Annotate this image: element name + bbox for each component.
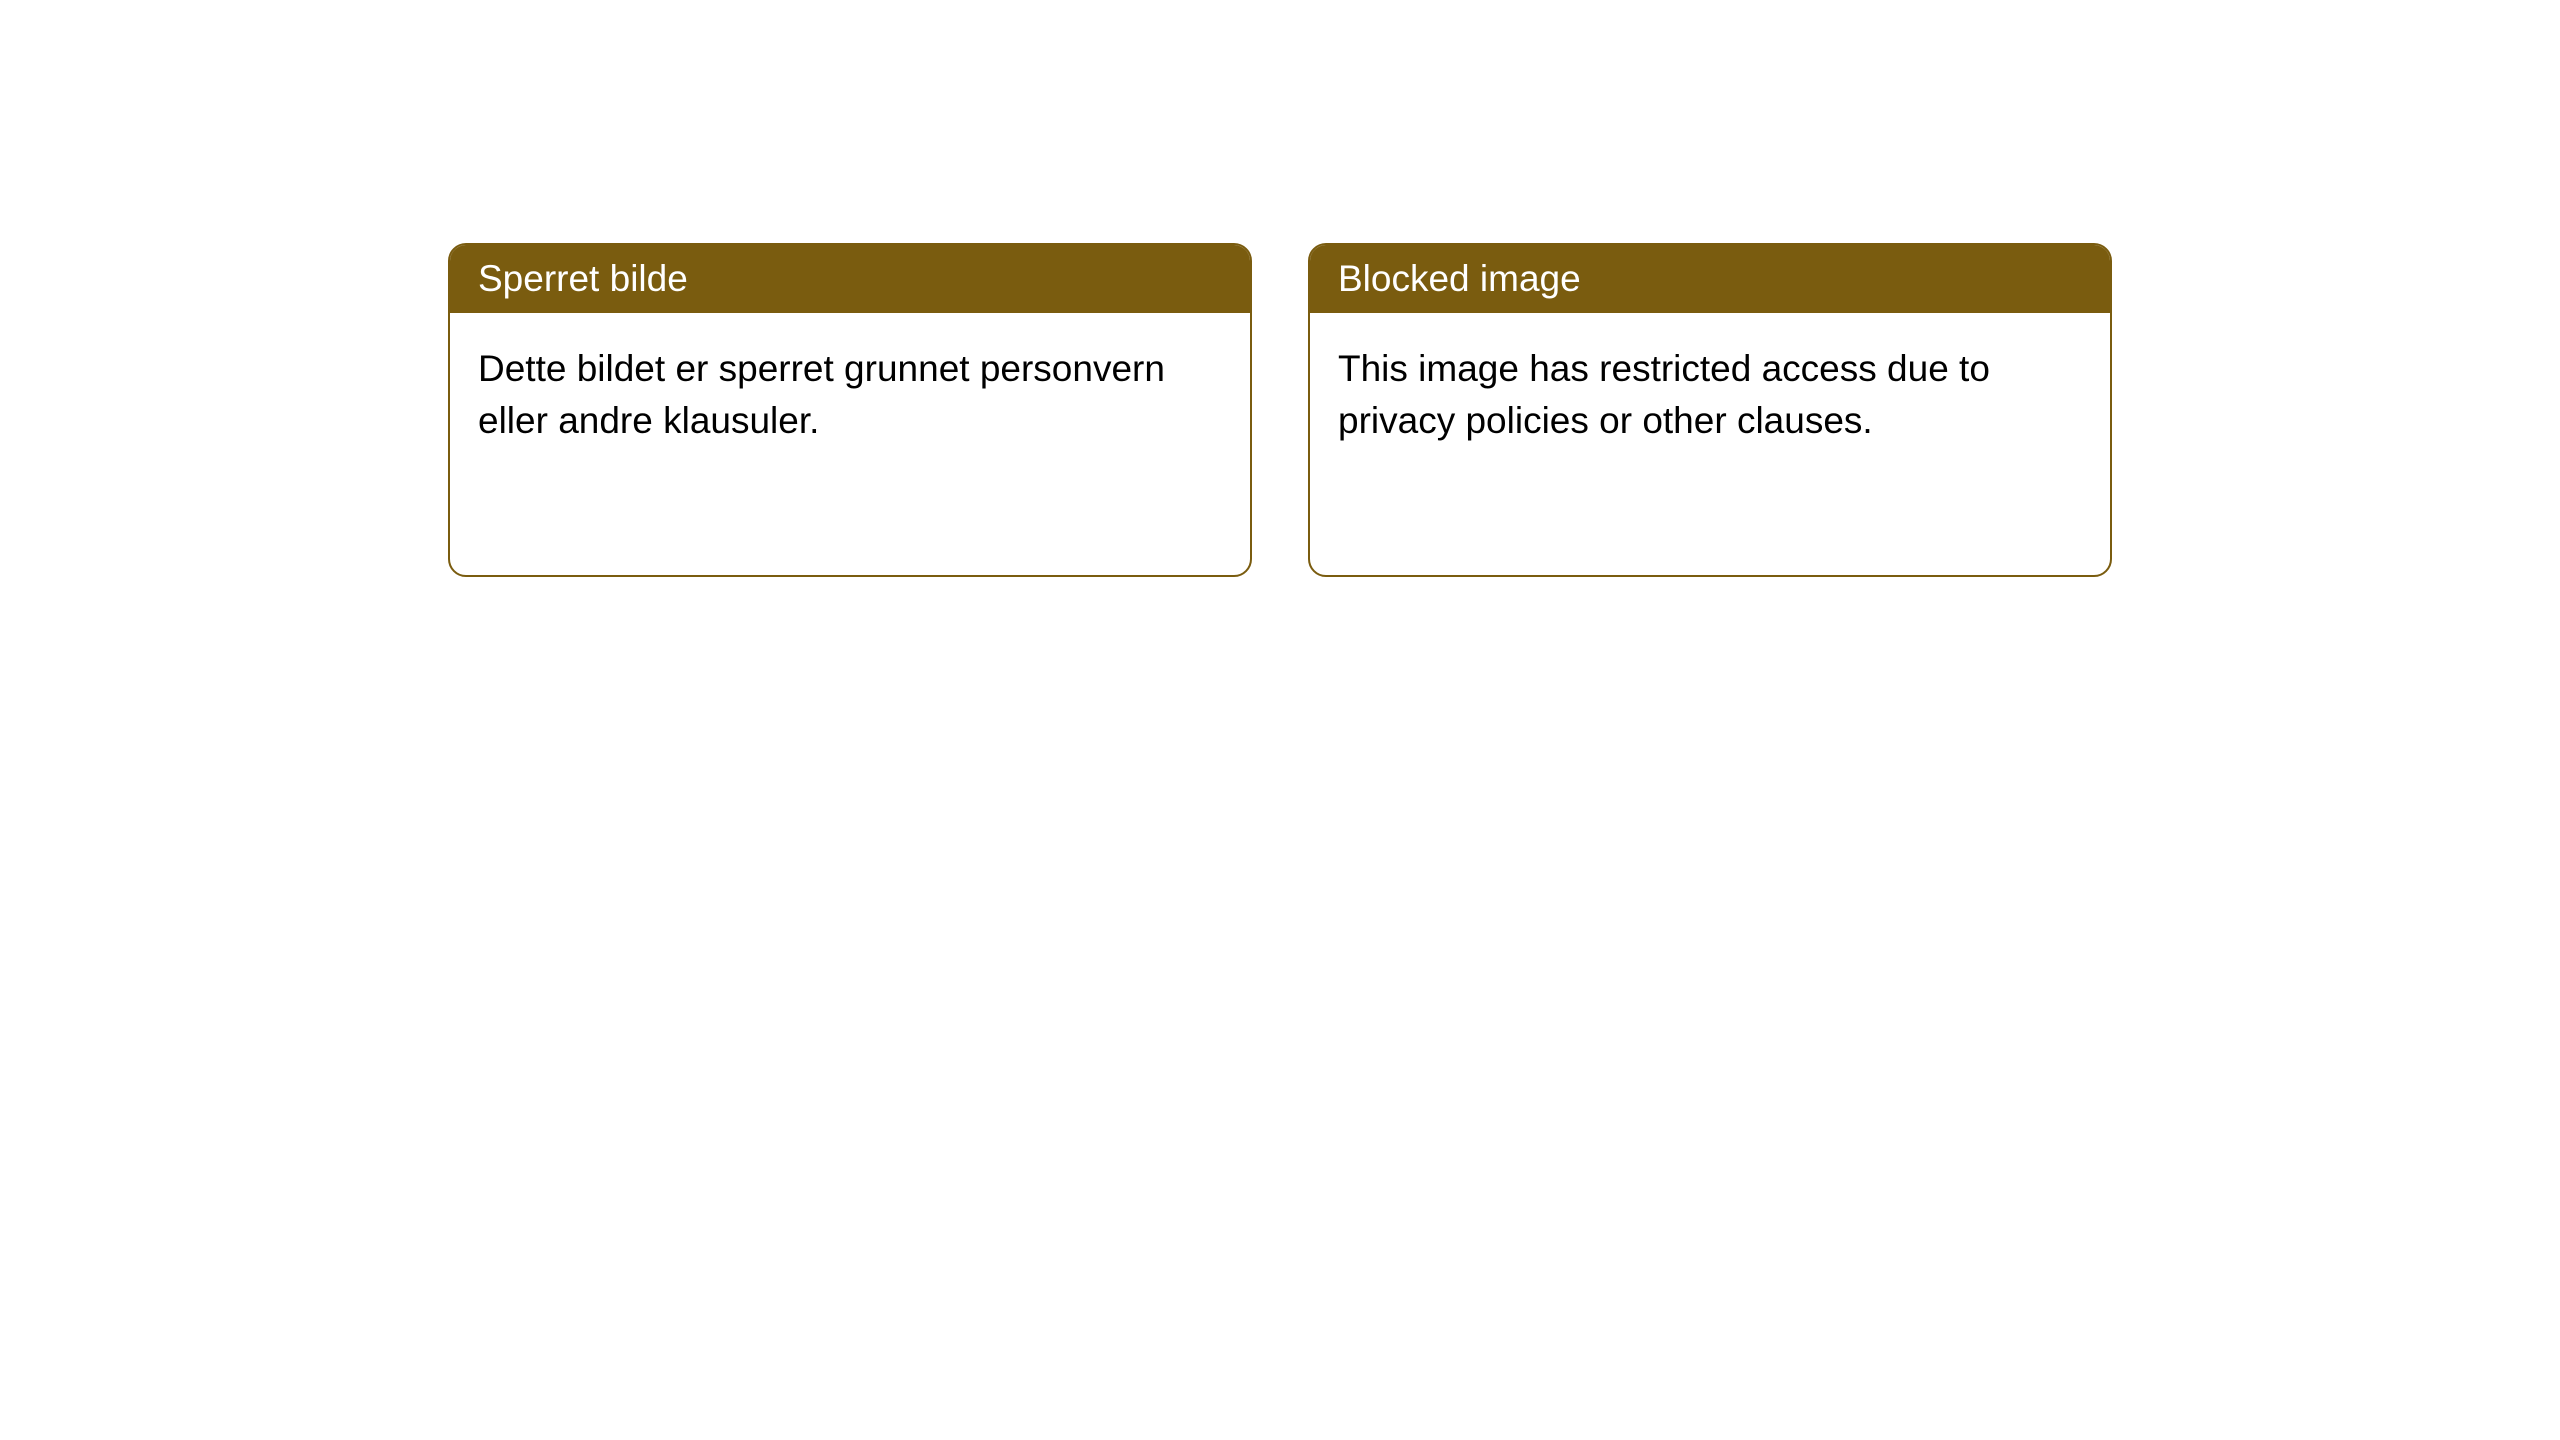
notice-body: This image has restricted access due to … bbox=[1310, 313, 2110, 477]
notice-card-norwegian: Sperret bilde Dette bildet er sperret gr… bbox=[448, 243, 1252, 577]
notice-title: Blocked image bbox=[1338, 258, 1581, 299]
notice-body: Dette bildet er sperret grunnet personve… bbox=[450, 313, 1250, 477]
notice-header: Blocked image bbox=[1310, 245, 2110, 313]
notice-title: Sperret bilde bbox=[478, 258, 688, 299]
notice-text: Dette bildet er sperret grunnet personve… bbox=[478, 348, 1165, 441]
notice-container: Sperret bilde Dette bildet er sperret gr… bbox=[0, 0, 2560, 577]
notice-header: Sperret bilde bbox=[450, 245, 1250, 313]
notice-text: This image has restricted access due to … bbox=[1338, 348, 1990, 441]
notice-card-english: Blocked image This image has restricted … bbox=[1308, 243, 2112, 577]
